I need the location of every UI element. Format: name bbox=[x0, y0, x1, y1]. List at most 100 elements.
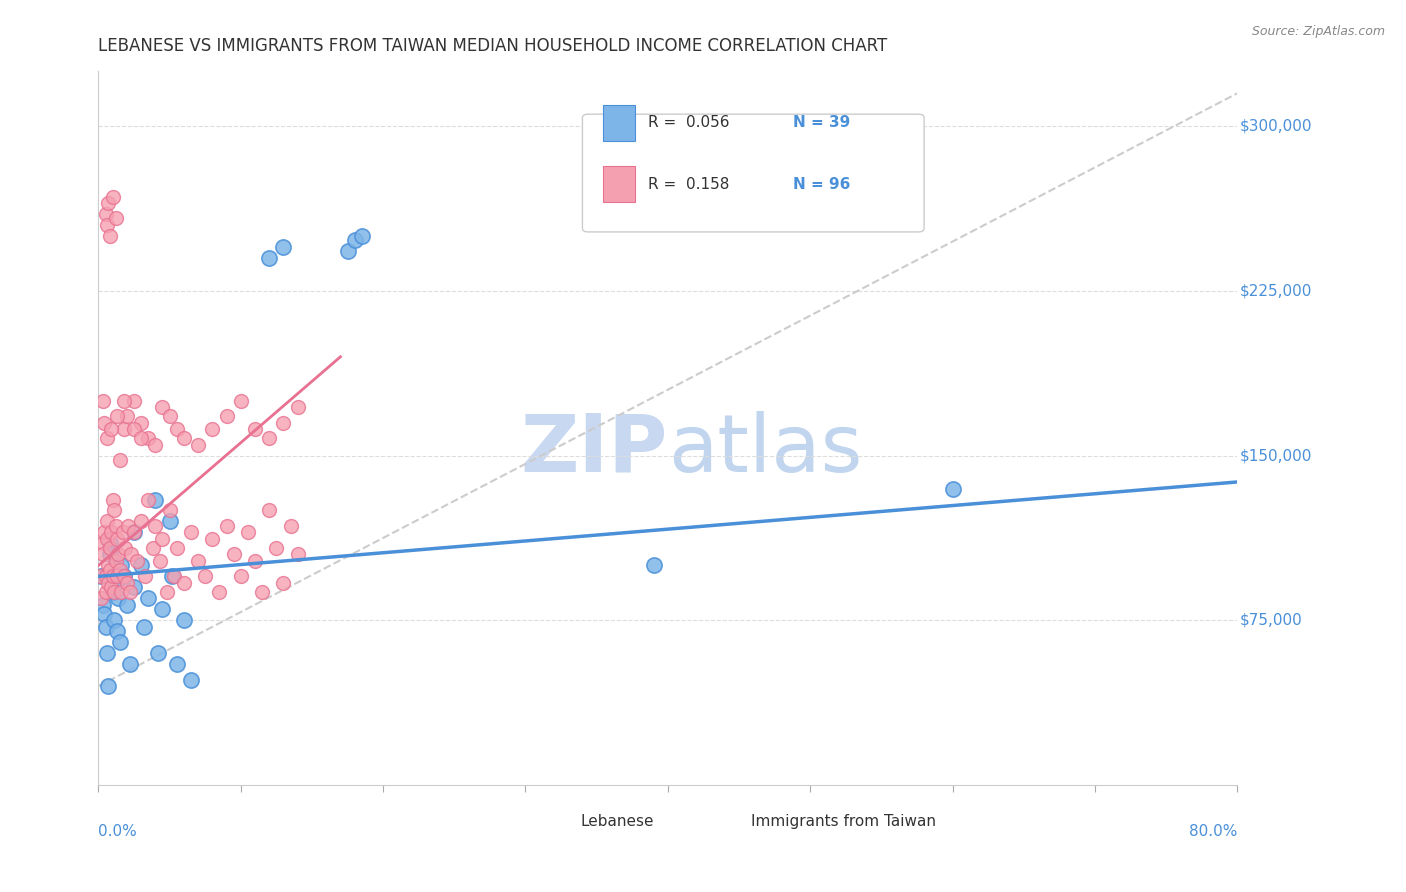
Text: N = 96: N = 96 bbox=[793, 177, 851, 192]
Point bbox=[141, 541, 163, 555]
Point bbox=[166, 422, 188, 436]
Point bbox=[98, 229, 121, 244]
Point bbox=[156, 584, 179, 599]
Point bbox=[107, 591, 129, 606]
Point bbox=[110, 584, 132, 599]
Point bbox=[104, 519, 127, 533]
Point bbox=[136, 431, 159, 445]
Point bbox=[105, 409, 128, 423]
Point bbox=[118, 584, 141, 599]
Point bbox=[114, 541, 136, 555]
Point bbox=[229, 393, 252, 408]
Text: Lebanese: Lebanese bbox=[581, 814, 654, 829]
Point bbox=[108, 453, 131, 467]
Point bbox=[152, 401, 174, 415]
Point bbox=[107, 548, 129, 562]
Point bbox=[336, 244, 359, 259]
Point bbox=[96, 532, 118, 546]
Point bbox=[122, 580, 145, 594]
Point bbox=[273, 240, 295, 254]
Point bbox=[91, 598, 114, 612]
Point bbox=[229, 569, 252, 583]
Point bbox=[259, 251, 281, 265]
Point bbox=[108, 635, 131, 649]
Point bbox=[100, 525, 122, 540]
Point bbox=[273, 576, 295, 591]
Point bbox=[94, 620, 117, 634]
Point bbox=[162, 569, 184, 583]
Point bbox=[103, 503, 125, 517]
Point bbox=[105, 624, 128, 639]
Text: 80.0%: 80.0% bbox=[1189, 824, 1237, 839]
Text: atlas: atlas bbox=[668, 410, 862, 489]
Point bbox=[129, 431, 152, 445]
Point bbox=[201, 422, 224, 436]
Point bbox=[180, 673, 202, 687]
Point bbox=[98, 548, 121, 562]
Text: Source: ZipAtlas.com: Source: ZipAtlas.com bbox=[1251, 25, 1385, 38]
Point bbox=[112, 569, 135, 583]
Point bbox=[104, 211, 127, 226]
Point bbox=[122, 525, 145, 540]
Point bbox=[112, 569, 135, 583]
Point bbox=[194, 569, 217, 583]
Point bbox=[166, 541, 188, 555]
Text: N = 39: N = 39 bbox=[793, 115, 851, 130]
Point bbox=[93, 416, 115, 430]
Point bbox=[97, 576, 120, 591]
Point bbox=[145, 437, 167, 451]
Point bbox=[122, 393, 145, 408]
Point bbox=[100, 580, 122, 594]
Point bbox=[115, 576, 138, 591]
Point bbox=[90, 591, 112, 606]
Point bbox=[110, 558, 132, 573]
Point bbox=[112, 422, 135, 436]
Point bbox=[149, 554, 172, 568]
Point bbox=[117, 519, 139, 533]
Point bbox=[103, 613, 125, 627]
Text: $225,000: $225,000 bbox=[1240, 284, 1312, 299]
Point bbox=[266, 541, 288, 555]
Text: ZIP: ZIP bbox=[520, 410, 668, 489]
Text: 0.0%: 0.0% bbox=[98, 824, 138, 839]
Point bbox=[287, 548, 309, 562]
Point bbox=[173, 613, 195, 627]
Point bbox=[122, 422, 145, 436]
Point bbox=[350, 229, 373, 244]
Point bbox=[243, 422, 266, 436]
Text: Immigrants from Taiwan: Immigrants from Taiwan bbox=[751, 814, 936, 829]
Point bbox=[208, 584, 231, 599]
Point bbox=[91, 548, 114, 562]
Point bbox=[118, 657, 141, 672]
Point bbox=[120, 548, 142, 562]
Point bbox=[134, 569, 156, 583]
Text: LEBANESE VS IMMIGRANTS FROM TAIWAN MEDIAN HOUSEHOLD INCOME CORRELATION CHART: LEBANESE VS IMMIGRANTS FROM TAIWAN MEDIA… bbox=[98, 37, 887, 54]
Point bbox=[94, 584, 117, 599]
Point bbox=[101, 189, 124, 203]
Point bbox=[108, 563, 131, 577]
Point bbox=[98, 563, 121, 577]
Point bbox=[187, 437, 209, 451]
Point bbox=[91, 536, 114, 550]
Point bbox=[159, 409, 181, 423]
Point bbox=[159, 503, 181, 517]
Point bbox=[173, 431, 195, 445]
Point bbox=[145, 519, 167, 533]
Point bbox=[105, 569, 128, 583]
Point bbox=[222, 548, 245, 562]
Point bbox=[94, 569, 117, 583]
Point bbox=[96, 646, 118, 660]
Point bbox=[103, 584, 125, 599]
Point bbox=[250, 584, 273, 599]
Point bbox=[100, 569, 122, 583]
Text: R =  0.056: R = 0.056 bbox=[648, 115, 730, 130]
Bar bbox=[548, 808, 574, 835]
Point bbox=[145, 492, 167, 507]
Point bbox=[152, 532, 174, 546]
Text: $150,000: $150,000 bbox=[1240, 448, 1312, 463]
Point bbox=[129, 515, 152, 529]
Point bbox=[96, 218, 118, 232]
Point bbox=[125, 554, 148, 568]
Point bbox=[97, 558, 120, 573]
Point bbox=[101, 584, 124, 599]
